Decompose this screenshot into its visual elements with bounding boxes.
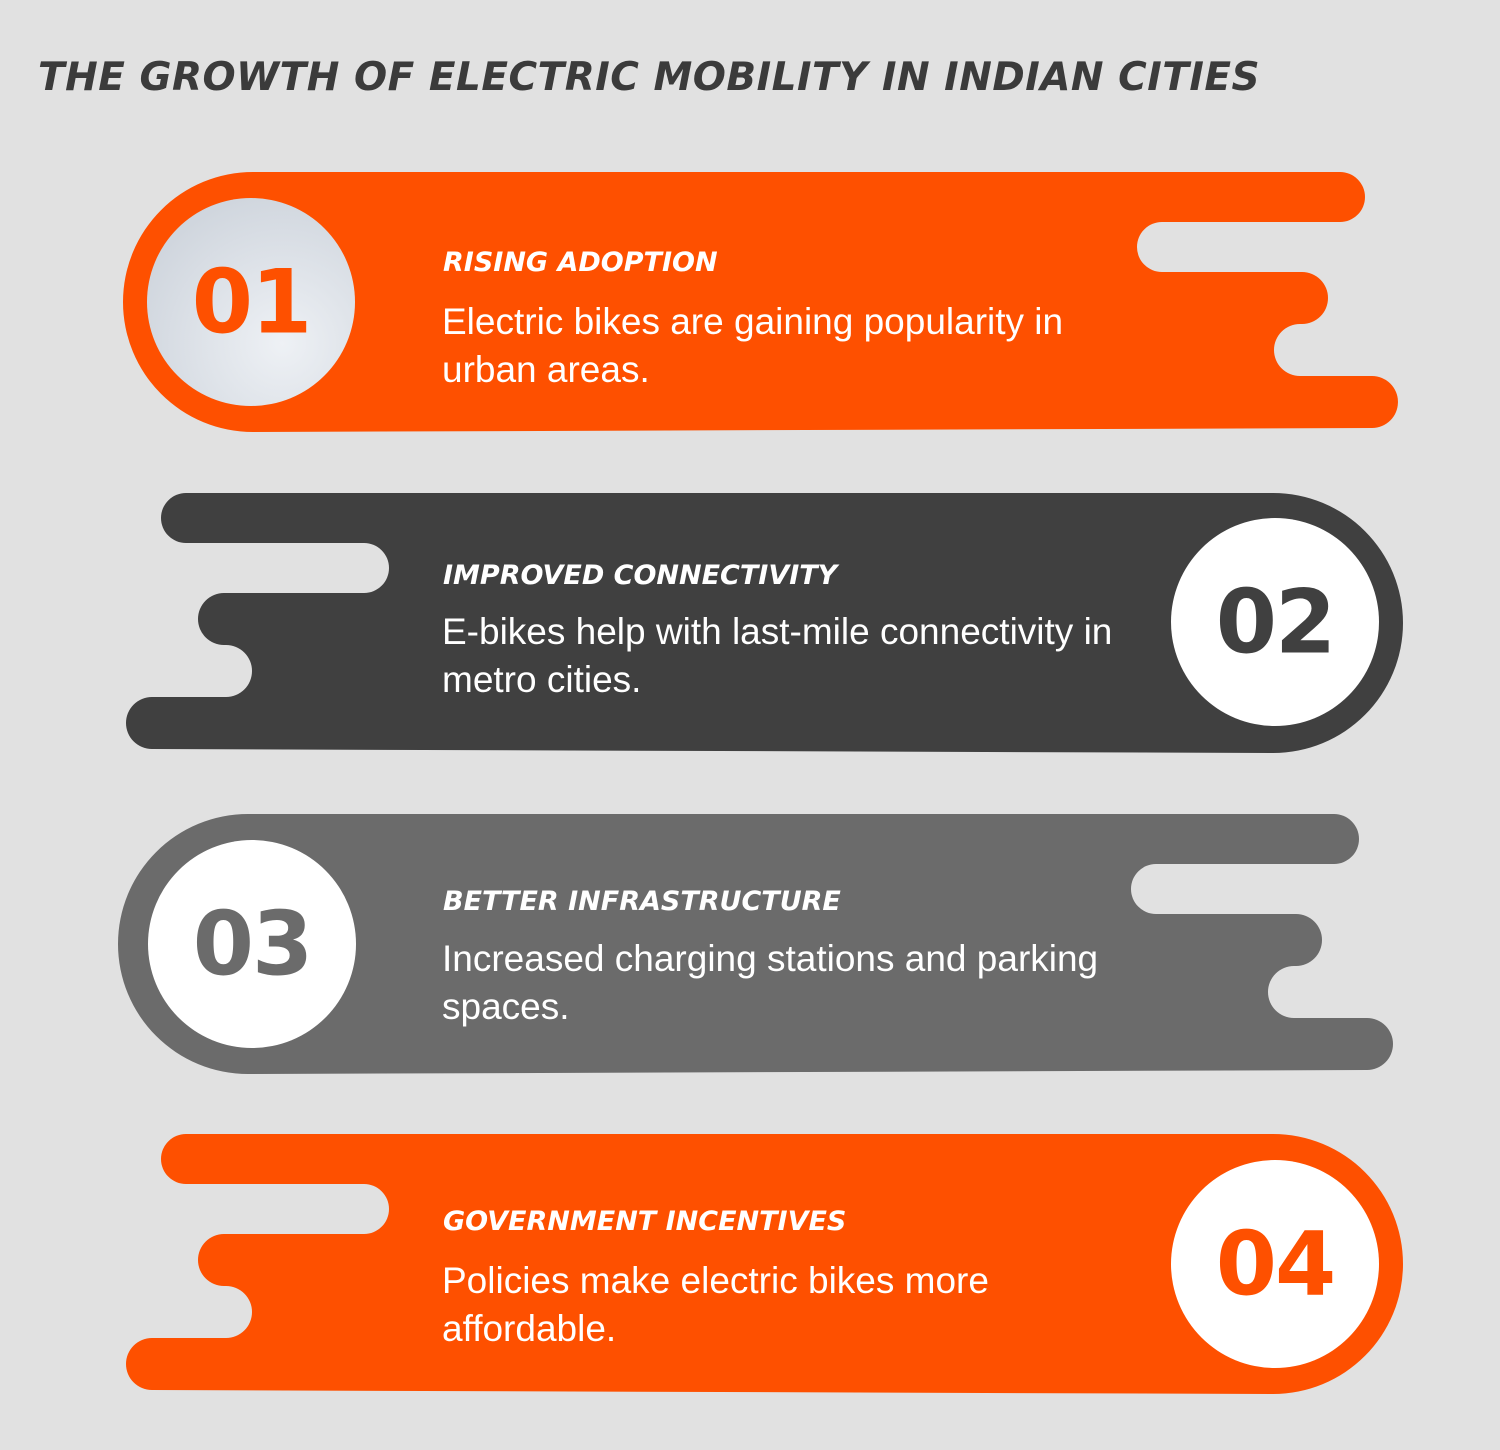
step-1-badge xyxy=(147,198,355,406)
step-1-heading: RISING ADOPTION xyxy=(443,247,718,278)
step-4-number: 04 xyxy=(1216,1213,1334,1316)
step-4-text: Policies make electric bikes more afford… xyxy=(442,1260,989,1349)
step-2-badge xyxy=(1171,518,1379,726)
step-2-number: 02 xyxy=(1216,571,1334,674)
step-3-text: Increased charging stations and parking … xyxy=(442,938,1099,1027)
step-2-heading: IMPROVED CONNECTIVITY xyxy=(443,560,838,591)
step-3-number: 03 xyxy=(193,893,311,996)
step-3-badge xyxy=(148,840,356,1048)
step-2-text: E-bikes help with last-mile connectivity… xyxy=(442,611,1113,700)
page-title: THE GROWTH OF ELECTRIC MOBILITY IN INDIA… xyxy=(38,55,1261,100)
step-4-heading: GOVERNMENT INCENTIVES xyxy=(443,1206,847,1237)
step-1-text: Electric bikes are gaining popularity in… xyxy=(442,301,1064,390)
step-3-heading: BETTER INFRASTRUCTURE xyxy=(443,886,841,917)
step-4-badge xyxy=(1171,1160,1379,1368)
step-1-number: 01 xyxy=(192,251,310,354)
